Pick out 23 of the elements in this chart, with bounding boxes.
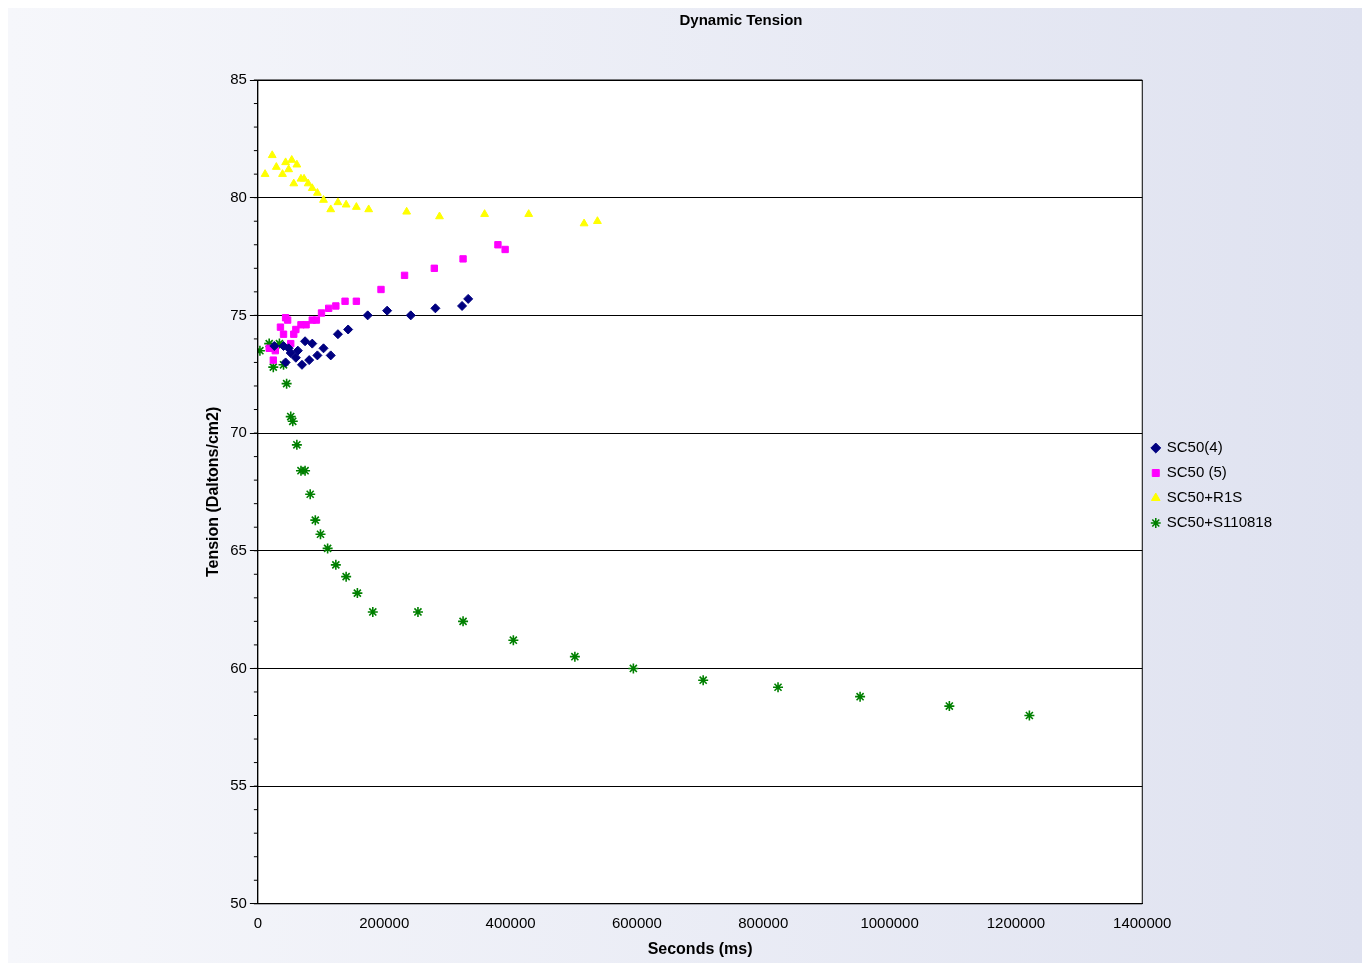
x-tick-label: 1400000 xyxy=(1113,913,1172,931)
legend-label: SC50(4) xyxy=(1166,438,1223,456)
x-tick-label: 600000 xyxy=(611,913,662,931)
chart-title: Dynamic Tension xyxy=(679,11,803,29)
y-tick-label: 60 xyxy=(230,658,247,676)
x-tick-label: 1000000 xyxy=(860,913,919,931)
y-axis-title: Tension (Daltons/cm2) xyxy=(204,406,222,578)
x-tick-label: 0 xyxy=(253,913,263,931)
legend-label: SC50+R1S xyxy=(1166,488,1243,506)
y-tick-label: 70 xyxy=(230,423,247,441)
y-tick-label: 85 xyxy=(230,70,247,88)
y-tick-label: 75 xyxy=(230,305,247,323)
legend-label: SC50+S110818 xyxy=(1166,513,1273,531)
x-tick-label: 1200000 xyxy=(986,913,1046,931)
x-tick-label: 800000 xyxy=(738,913,789,931)
x-tick-label: 200000 xyxy=(359,913,410,931)
y-tick-label: 65 xyxy=(230,540,247,558)
y-tick-label: 80 xyxy=(230,187,247,205)
y-tick-label: 55 xyxy=(230,776,247,794)
x-axis-title: Seconds (ms) xyxy=(647,939,753,957)
legend-label: SC50 (5) xyxy=(1166,463,1227,481)
x-tick-label: 400000 xyxy=(485,913,536,931)
y-tick-label: 50 xyxy=(230,893,247,911)
